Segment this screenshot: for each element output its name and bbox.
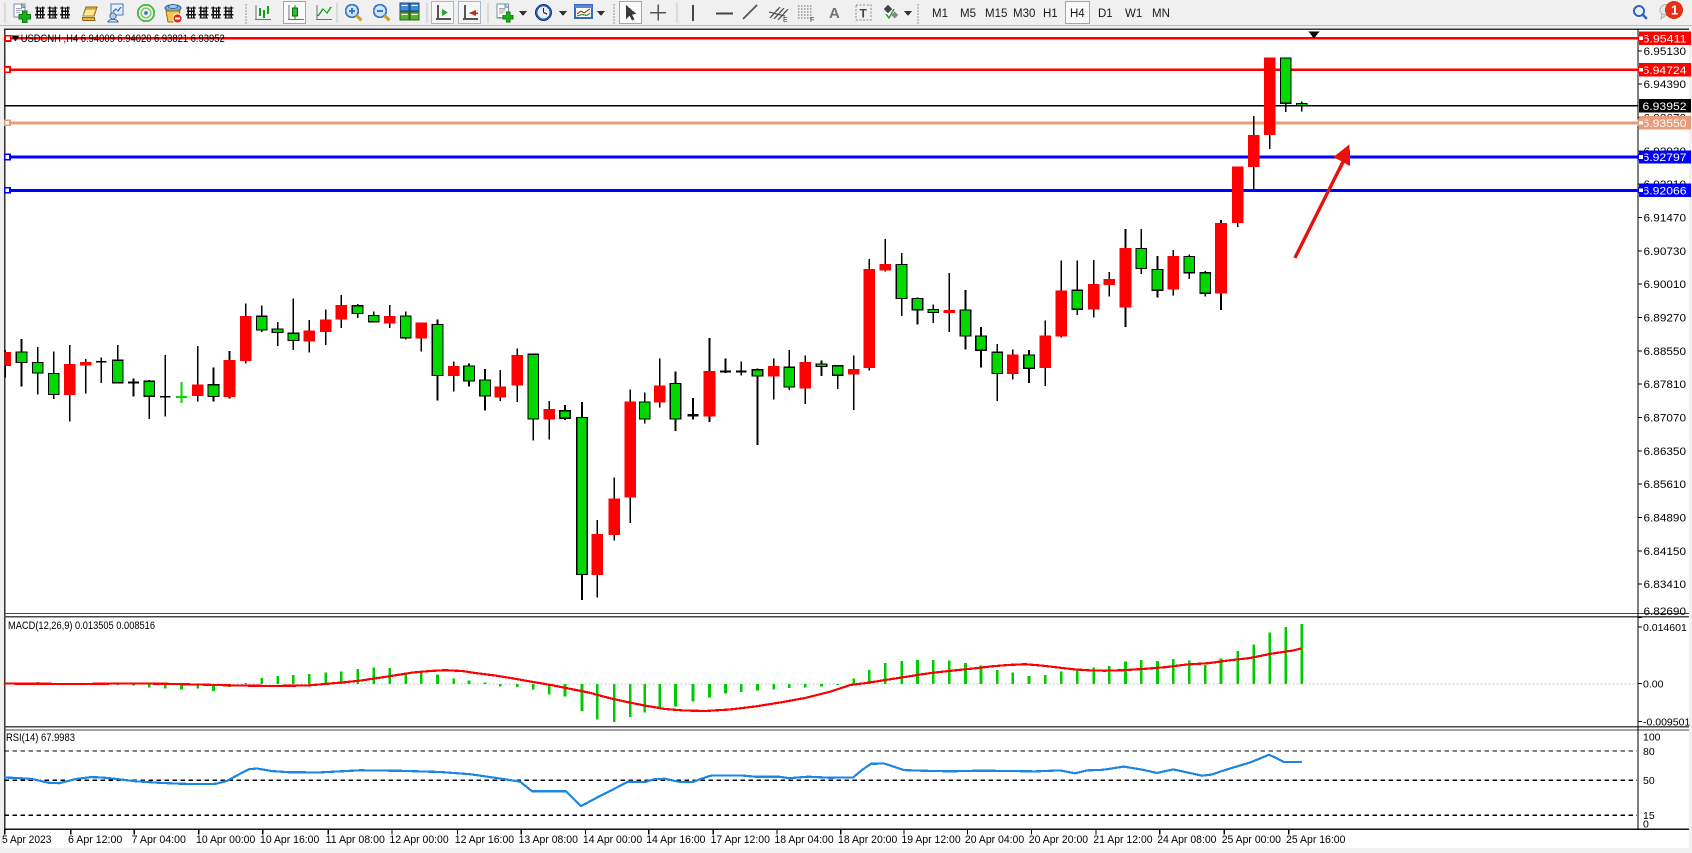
svg-text:20 Apr 04:00: 20 Apr 04:00 bbox=[965, 834, 1024, 846]
svg-text:M1: M1 bbox=[932, 8, 948, 20]
svg-text:6.82690: 6.82690 bbox=[1644, 606, 1687, 618]
svg-text:6.92066: 6.92066 bbox=[1643, 186, 1687, 198]
svg-text:24 Apr 08:00: 24 Apr 08:00 bbox=[1157, 834, 1216, 846]
svg-text:M15: M15 bbox=[985, 8, 1007, 20]
svg-text:6.91470: 6.91470 bbox=[1644, 213, 1687, 225]
svg-text:21 Apr 12:00: 21 Apr 12:00 bbox=[1093, 834, 1152, 846]
svg-text:6.95130: 6.95130 bbox=[1644, 46, 1687, 58]
svg-text:T: T bbox=[860, 7, 868, 21]
svg-text:6.89270: 6.89270 bbox=[1644, 313, 1687, 325]
svg-text:W1: W1 bbox=[1125, 8, 1142, 20]
svg-text:RSI(14) 67.9983: RSI(14) 67.9983 bbox=[6, 732, 75, 744]
svg-text:17 Apr 12:00: 17 Apr 12:00 bbox=[711, 834, 770, 846]
svg-text:6.94390: 6.94390 bbox=[1644, 79, 1687, 91]
svg-text:MACD(12,26,9) 0.013505 0.00851: MACD(12,26,9) 0.013505 0.008516 bbox=[8, 620, 155, 632]
svg-text:6.84890: 6.84890 bbox=[1644, 513, 1687, 525]
svg-text:5 Apr 2023: 5 Apr 2023 bbox=[2, 834, 51, 846]
svg-text:6.86350: 6.86350 bbox=[1644, 446, 1687, 458]
svg-text:MN: MN bbox=[1152, 8, 1170, 20]
svg-text:11 Apr 08:00: 11 Apr 08:00 bbox=[326, 834, 385, 846]
svg-text:7 Apr 04:00: 7 Apr 04:00 bbox=[132, 834, 186, 846]
svg-text:6.95411: 6.95411 bbox=[1643, 34, 1687, 46]
svg-text:6.92797: 6.92797 bbox=[1643, 152, 1687, 164]
svg-text:80: 80 bbox=[1643, 746, 1655, 758]
svg-text:6.83410: 6.83410 bbox=[1644, 579, 1687, 591]
svg-text:20 Apr 20:00: 20 Apr 20:00 bbox=[1029, 834, 1088, 846]
svg-text:18 Apr 20:00: 18 Apr 20:00 bbox=[838, 834, 897, 846]
svg-text:13 Apr 08:00: 13 Apr 08:00 bbox=[519, 834, 578, 846]
svg-text:M5: M5 bbox=[960, 8, 976, 20]
svg-text:12 Apr 00:00: 12 Apr 00:00 bbox=[389, 834, 448, 846]
svg-text:50: 50 bbox=[1643, 775, 1655, 787]
svg-text:A: A bbox=[829, 5, 840, 22]
svg-text:6 Apr 12:00: 6 Apr 12:00 bbox=[68, 834, 122, 846]
svg-text:H4: H4 bbox=[1070, 8, 1085, 20]
svg-text:E: E bbox=[783, 17, 788, 24]
svg-text:10 Apr 00:00: 10 Apr 00:00 bbox=[196, 834, 255, 846]
svg-text:6.87810: 6.87810 bbox=[1644, 379, 1687, 391]
svg-text:100: 100 bbox=[1643, 731, 1661, 743]
svg-text:25 Apr 16:00: 25 Apr 16:00 bbox=[1286, 834, 1345, 846]
svg-text:0: 0 bbox=[1643, 819, 1649, 831]
svg-text:M30: M30 bbox=[1013, 8, 1035, 20]
svg-text:10 Apr 16:00: 10 Apr 16:00 bbox=[260, 834, 319, 846]
svg-text:0.014601: 0.014601 bbox=[1643, 622, 1687, 634]
svg-text:6.93550: 6.93550 bbox=[1643, 118, 1687, 130]
svg-text:15: 15 bbox=[1643, 810, 1655, 822]
svg-text:USDCNH ,H4 6.94009 6.94020 6.: USDCNH ,H4 6.94009 6.94020 6.93821 6.939… bbox=[21, 33, 225, 45]
svg-text:1: 1 bbox=[1671, 3, 1678, 18]
svg-text:6.90730: 6.90730 bbox=[1644, 246, 1687, 258]
svg-text:6.87070: 6.87070 bbox=[1644, 413, 1687, 425]
svg-text:14 Apr 00:00: 14 Apr 00:00 bbox=[583, 834, 642, 846]
svg-text:H1: H1 bbox=[1043, 8, 1058, 20]
svg-text:F: F bbox=[810, 17, 814, 24]
svg-text:6.90010: 6.90010 bbox=[1644, 279, 1687, 291]
svg-text:6.84150: 6.84150 bbox=[1644, 546, 1687, 558]
svg-text:6.94724: 6.94724 bbox=[1643, 65, 1687, 77]
svg-text:6.93952: 6.93952 bbox=[1643, 101, 1687, 113]
svg-text:-0.009501: -0.009501 bbox=[1643, 716, 1690, 728]
svg-text:D1: D1 bbox=[1098, 8, 1113, 20]
svg-text:12 Apr 16:00: 12 Apr 16:00 bbox=[455, 834, 514, 846]
svg-text:14 Apr 16:00: 14 Apr 16:00 bbox=[646, 834, 705, 846]
svg-text:6.88550: 6.88550 bbox=[1644, 346, 1687, 358]
svg-text:25 Apr 00:00: 25 Apr 00:00 bbox=[1222, 834, 1281, 846]
svg-text:6.85610: 6.85610 bbox=[1644, 479, 1687, 491]
svg-text:18 Apr 04:00: 18 Apr 04:00 bbox=[774, 834, 833, 846]
svg-text:0.00: 0.00 bbox=[1643, 678, 1664, 690]
svg-text:19 Apr 12:00: 19 Apr 12:00 bbox=[901, 834, 960, 846]
